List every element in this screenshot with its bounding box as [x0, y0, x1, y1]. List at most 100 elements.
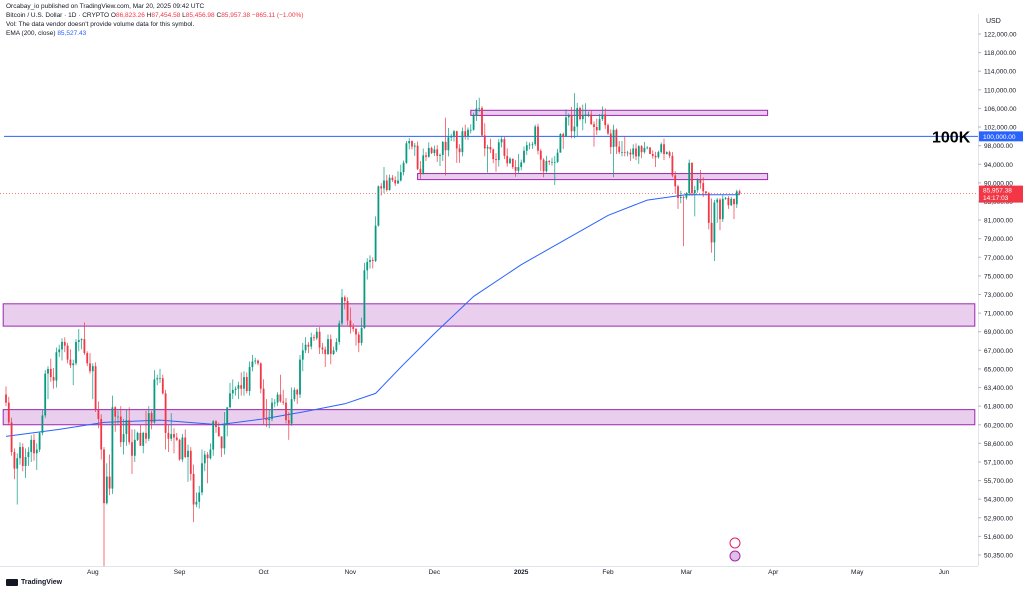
candle [427, 142, 430, 158]
candle [61, 338, 63, 361]
candle-body [63, 341, 66, 346]
candle-body [601, 114, 604, 120]
candle [677, 184, 679, 209]
candle [481, 106, 483, 137]
candle-body [719, 199, 721, 220]
time-axis[interactable]: Aug Sep Oct Nov Dec 2025 Feb Mar Apr May Jun [87, 569, 950, 576]
candle [89, 353, 91, 374]
candle [553, 155, 556, 185]
candle [105, 463, 108, 505]
candle [408, 138, 411, 150]
candle [383, 167, 385, 193]
candle-body [439, 154, 441, 156]
candle-body [427, 147, 430, 157]
candle [716, 198, 719, 223]
candle [598, 114, 601, 131]
candle-body [52, 377, 55, 381]
candle-body [119, 416, 122, 443]
candle [366, 258, 369, 280]
candle-body [38, 432, 41, 450]
candle-body [413, 145, 416, 147]
y-tick-label: 69,000.00 [984, 329, 1013, 336]
candle-body [436, 149, 439, 156]
candle-body [464, 131, 467, 137]
candle-body [688, 162, 691, 194]
candle-body [663, 144, 665, 155]
candle [430, 146, 433, 155]
candle [380, 183, 383, 196]
candle-body [492, 149, 495, 160]
candle [660, 142, 663, 154]
candle [215, 420, 217, 433]
candle-body [483, 135, 486, 149]
candle [374, 216, 377, 262]
candle [523, 146, 525, 164]
candle-body [626, 152, 629, 154]
candle [245, 372, 248, 394]
candle-body [657, 152, 660, 158]
zone-rect[interactable] [417, 173, 769, 181]
candle [24, 448, 27, 478]
candle-body [475, 108, 478, 116]
candle [189, 447, 192, 481]
candle [231, 379, 234, 400]
candle-body [598, 119, 601, 131]
candle [212, 420, 215, 456]
y-tick-label: 61,800.00 [984, 404, 1013, 411]
candle [63, 337, 66, 353]
candle-body [203, 454, 206, 464]
zone-rect[interactable] [470, 109, 769, 116]
candle [156, 374, 159, 386]
candle-body [125, 420, 128, 435]
candle [444, 117, 447, 176]
candle [66, 342, 69, 364]
candle-body [562, 134, 565, 137]
y-tick-label: 110,000.00 [984, 87, 1016, 94]
candle-body [234, 388, 237, 390]
candle [122, 418, 125, 455]
candle [394, 176, 397, 187]
y-tick-label: 60,200.00 [984, 422, 1013, 429]
candle-body [97, 409, 100, 419]
candle-body [612, 129, 615, 148]
candle-body [254, 360, 257, 362]
candle-body [576, 107, 579, 127]
candle-body [677, 186, 679, 199]
candle [609, 129, 612, 155]
zone-rect[interactable] [2, 303, 976, 327]
candle [455, 130, 458, 163]
candle [338, 320, 341, 345]
candle-body [402, 162, 405, 173]
candle-body [651, 154, 654, 156]
candle-body [685, 193, 688, 198]
candle-body [511, 158, 514, 168]
y-tick-label: 50,350.00 [984, 553, 1013, 560]
candle-body [724, 198, 727, 199]
candle [509, 157, 511, 164]
candle-body [41, 415, 44, 433]
candle-body [371, 260, 374, 262]
candle [324, 346, 327, 368]
candle [531, 141, 534, 149]
candle [433, 145, 436, 156]
candle-body [293, 389, 296, 400]
candle [343, 295, 346, 310]
candle-body [94, 366, 97, 410]
candle-body [282, 401, 285, 403]
candle [537, 123, 539, 155]
candle-body [679, 196, 682, 199]
y-tick-label: 55,700.00 [984, 478, 1013, 485]
candle [234, 386, 237, 396]
candle [271, 398, 273, 422]
candle-body [310, 337, 313, 347]
ema-layer [5, 194, 740, 437]
candle [657, 150, 660, 159]
candle-body [461, 131, 464, 153]
y-tick-label: 71,000.00 [984, 311, 1013, 318]
candle [321, 342, 324, 355]
price-axis[interactable]: 122,000.00 118,000.00 114,000.00 110,000.00… [978, 32, 1017, 560]
hline-price-badge [979, 131, 1023, 142]
candle-body [394, 180, 397, 184]
candle [671, 152, 674, 178]
